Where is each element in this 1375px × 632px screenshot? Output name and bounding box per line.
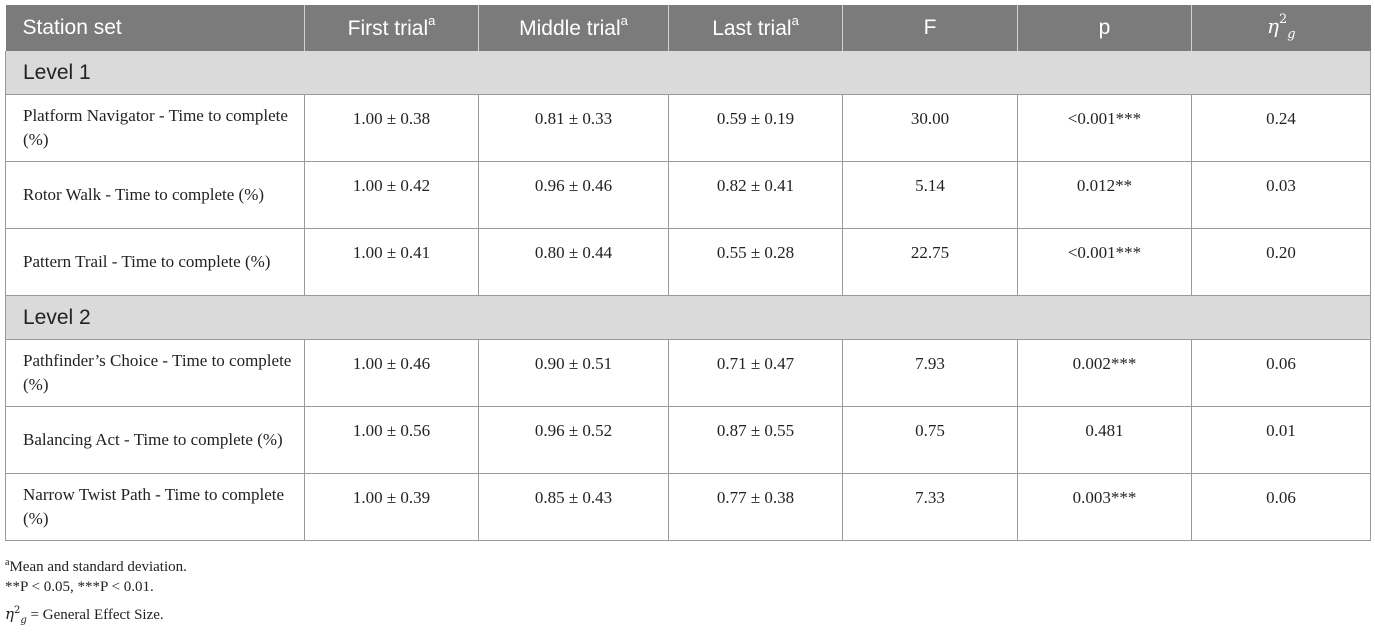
table-header-row: Station set First triala Middle triala L… <box>5 5 1371 51</box>
cell-middle-trial: 0.96 ± 0.52 <box>478 406 669 474</box>
cell-middle-trial: 0.80 ± 0.44 <box>478 228 669 296</box>
cell-middle-trial: 0.81 ± 0.33 <box>478 94 669 162</box>
cell-p-value: 0.003*** <box>1017 473 1192 541</box>
cell-p-value: 0.481 <box>1017 406 1192 474</box>
header-p: p <box>1017 5 1192 51</box>
cell-p-value: <0.001*** <box>1017 94 1192 162</box>
header-last-trial: Last triala <box>668 5 843 51</box>
table-row: Balancing Act - Time to complete (%) 1.00… <box>5 406 1371 474</box>
cell-f-value: 0.75 <box>842 406 1018 474</box>
level-label: Level 2 <box>5 295 1371 340</box>
cell-p-value: 0.012** <box>1017 161 1192 229</box>
cell-effect-size: 0.01 <box>1191 406 1371 474</box>
header-station-set: Station set <box>5 5 305 51</box>
cell-last-trial: 0.87 ± 0.55 <box>668 406 843 474</box>
cell-last-trial: 0.55 ± 0.28 <box>668 228 843 296</box>
cell-first-trial: 1.00 ± 0.42 <box>304 161 479 229</box>
cell-middle-trial: 0.96 ± 0.46 <box>478 161 669 229</box>
cell-effect-size: 0.06 <box>1191 339 1371 407</box>
cell-station-name: Pathfinder’s Choice - Time to complete (… <box>5 339 305 407</box>
cell-first-trial: 1.00 ± 0.39 <box>304 473 479 541</box>
cell-effect-size: 0.06 <box>1191 473 1371 541</box>
cell-f-value: 22.75 <box>842 228 1018 296</box>
cell-f-value: 7.93 <box>842 339 1018 407</box>
cell-effect-size: 0.24 <box>1191 94 1371 162</box>
cell-first-trial: 1.00 ± 0.38 <box>304 94 479 162</box>
cell-f-value: 5.14 <box>842 161 1018 229</box>
footnote-a: aMean and standard deviation. <box>5 557 187 575</box>
cell-middle-trial: 0.90 ± 0.51 <box>478 339 669 407</box>
cell-effect-size: 0.03 <box>1191 161 1371 229</box>
level-row: Level 1 <box>5 51 1371 95</box>
cell-first-trial: 1.00 ± 0.41 <box>304 228 479 296</box>
results-table: Station set First triala Middle triala L… <box>5 5 1371 541</box>
cell-station-name: Rotor Walk - Time to complete (%) <box>5 161 305 229</box>
header-first-trial: First triala <box>304 5 479 51</box>
header-f: F <box>842 5 1018 51</box>
level-label: Level 1 <box>5 51 1371 95</box>
table-body: Level 1 Platform Navigator - Time to comp… <box>5 51 1371 541</box>
header-effect-size: η2g <box>1191 5 1371 51</box>
cell-p-value: <0.001*** <box>1017 228 1192 296</box>
header-middle-trial: Middle triala <box>478 5 669 51</box>
cell-station-name: Balancing Act - Time to complete (%) <box>5 406 305 474</box>
cell-f-value: 7.33 <box>842 473 1018 541</box>
cell-first-trial: 1.00 ± 0.46 <box>304 339 479 407</box>
table-row: Pattern Trail - Time to complete (%) 1.00… <box>5 228 1371 296</box>
cell-f-value: 30.00 <box>842 94 1018 162</box>
cell-p-value: 0.002*** <box>1017 339 1192 407</box>
table-row: Narrow Twist Path - Time to complete (%)… <box>5 473 1371 541</box>
cell-station-name: Platform Navigator - Time to complete (%… <box>5 94 305 162</box>
cell-last-trial: 0.77 ± 0.38 <box>668 473 843 541</box>
cell-effect-size: 0.20 <box>1191 228 1371 296</box>
cell-last-trial: 0.82 ± 0.41 <box>668 161 843 229</box>
results-table-container: Station set First triala Middle triala L… <box>5 5 1371 541</box>
level-row: Level 2 <box>5 295 1371 340</box>
footnote-significance: **P < 0.05, ***P < 0.01. <box>5 579 154 595</box>
cell-station-name: Pattern Trail - Time to complete (%) <box>5 228 305 296</box>
cell-station-name: Narrow Twist Path - Time to complete (%) <box>5 473 305 541</box>
table-footnotes: aMean and standard deviation. **P < 0.05… <box>5 552 187 626</box>
table-row: Rotor Walk - Time to complete (%) 1.00 ± … <box>5 161 1371 229</box>
table-row: Platform Navigator - Time to complete (%… <box>5 94 1371 162</box>
footnote-effect-size: η2g = General Effect Size. <box>5 605 164 626</box>
cell-last-trial: 0.71 ± 0.47 <box>668 339 843 407</box>
cell-last-trial: 0.59 ± 0.19 <box>668 94 843 162</box>
table-row: Pathfinder’s Choice - Time to complete (… <box>5 339 1371 407</box>
cell-first-trial: 1.00 ± 0.56 <box>304 406 479 474</box>
cell-middle-trial: 0.85 ± 0.43 <box>478 473 669 541</box>
